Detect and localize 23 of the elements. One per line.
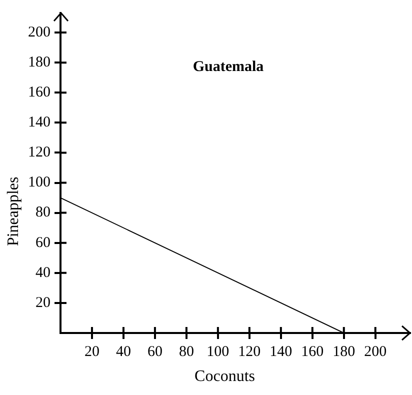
y-tick-label: 100: [28, 174, 50, 191]
x-tick-label: 140: [270, 344, 292, 360]
y-axis-title: Pineapples: [5, 176, 22, 246]
x-tick-label: 80: [178, 344, 194, 360]
y-tick-label: 120: [28, 144, 50, 161]
x-axis-title: Coconuts: [194, 368, 255, 386]
x-tick-label: 20: [84, 344, 100, 360]
x-tick-label: 60: [147, 344, 162, 360]
x-tick-label: 40: [116, 344, 131, 360]
text: Guatemala: [192, 58, 264, 75]
x-tick-label: 180: [332, 344, 356, 360]
x-tick-label: 160: [301, 344, 324, 360]
y-tick-label: 200: [28, 24, 50, 40]
y-tick-label: 140: [28, 114, 50, 131]
x-tick-label: 120: [238, 344, 261, 360]
x-tick-label: 200: [364, 344, 387, 360]
y-tick-label: 20: [36, 294, 50, 311]
x-tick-label: 100: [206, 344, 230, 360]
y-tick-label: 60: [36, 234, 50, 251]
y-tick-label: 80: [36, 204, 50, 221]
y-tick-label: 180: [28, 54, 50, 71]
y-tick-label: 40: [36, 264, 50, 281]
y-tick-label: 160: [28, 84, 50, 101]
